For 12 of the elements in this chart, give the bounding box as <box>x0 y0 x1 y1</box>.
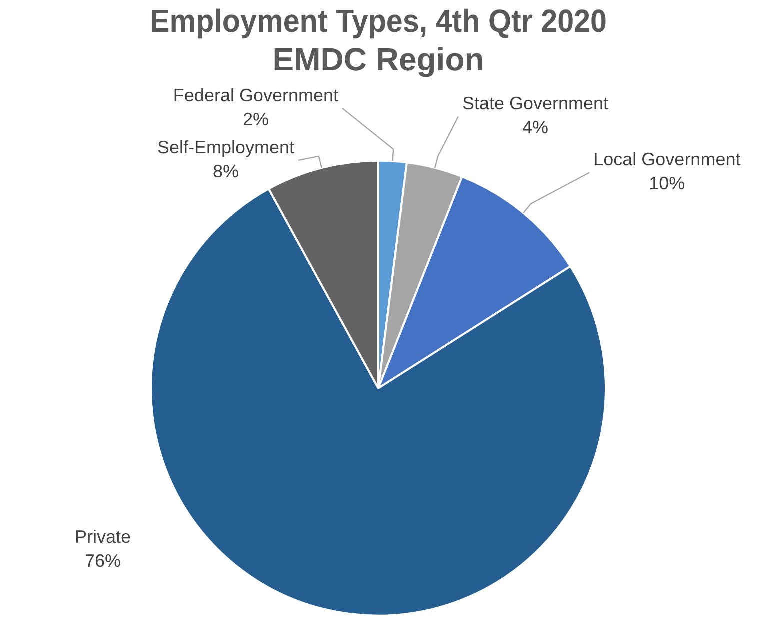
data-label: 76% <box>84 550 122 571</box>
text: EMDC Region <box>272 41 484 78</box>
data-label: 4% <box>522 118 548 138</box>
data-label: 10% <box>649 174 686 194</box>
text: Employment Types, 4th Qtr 2020 <box>150 2 607 40</box>
data-label: 2% <box>242 109 269 130</box>
slice-label: Local Government <box>594 150 741 170</box>
slice-label: Federal Government <box>173 85 338 106</box>
slice-label: State Government <box>462 94 609 114</box>
data-label: 8% <box>213 161 240 182</box>
slice-label: Self-Employment <box>158 137 295 158</box>
slice-label: Private <box>74 526 132 547</box>
